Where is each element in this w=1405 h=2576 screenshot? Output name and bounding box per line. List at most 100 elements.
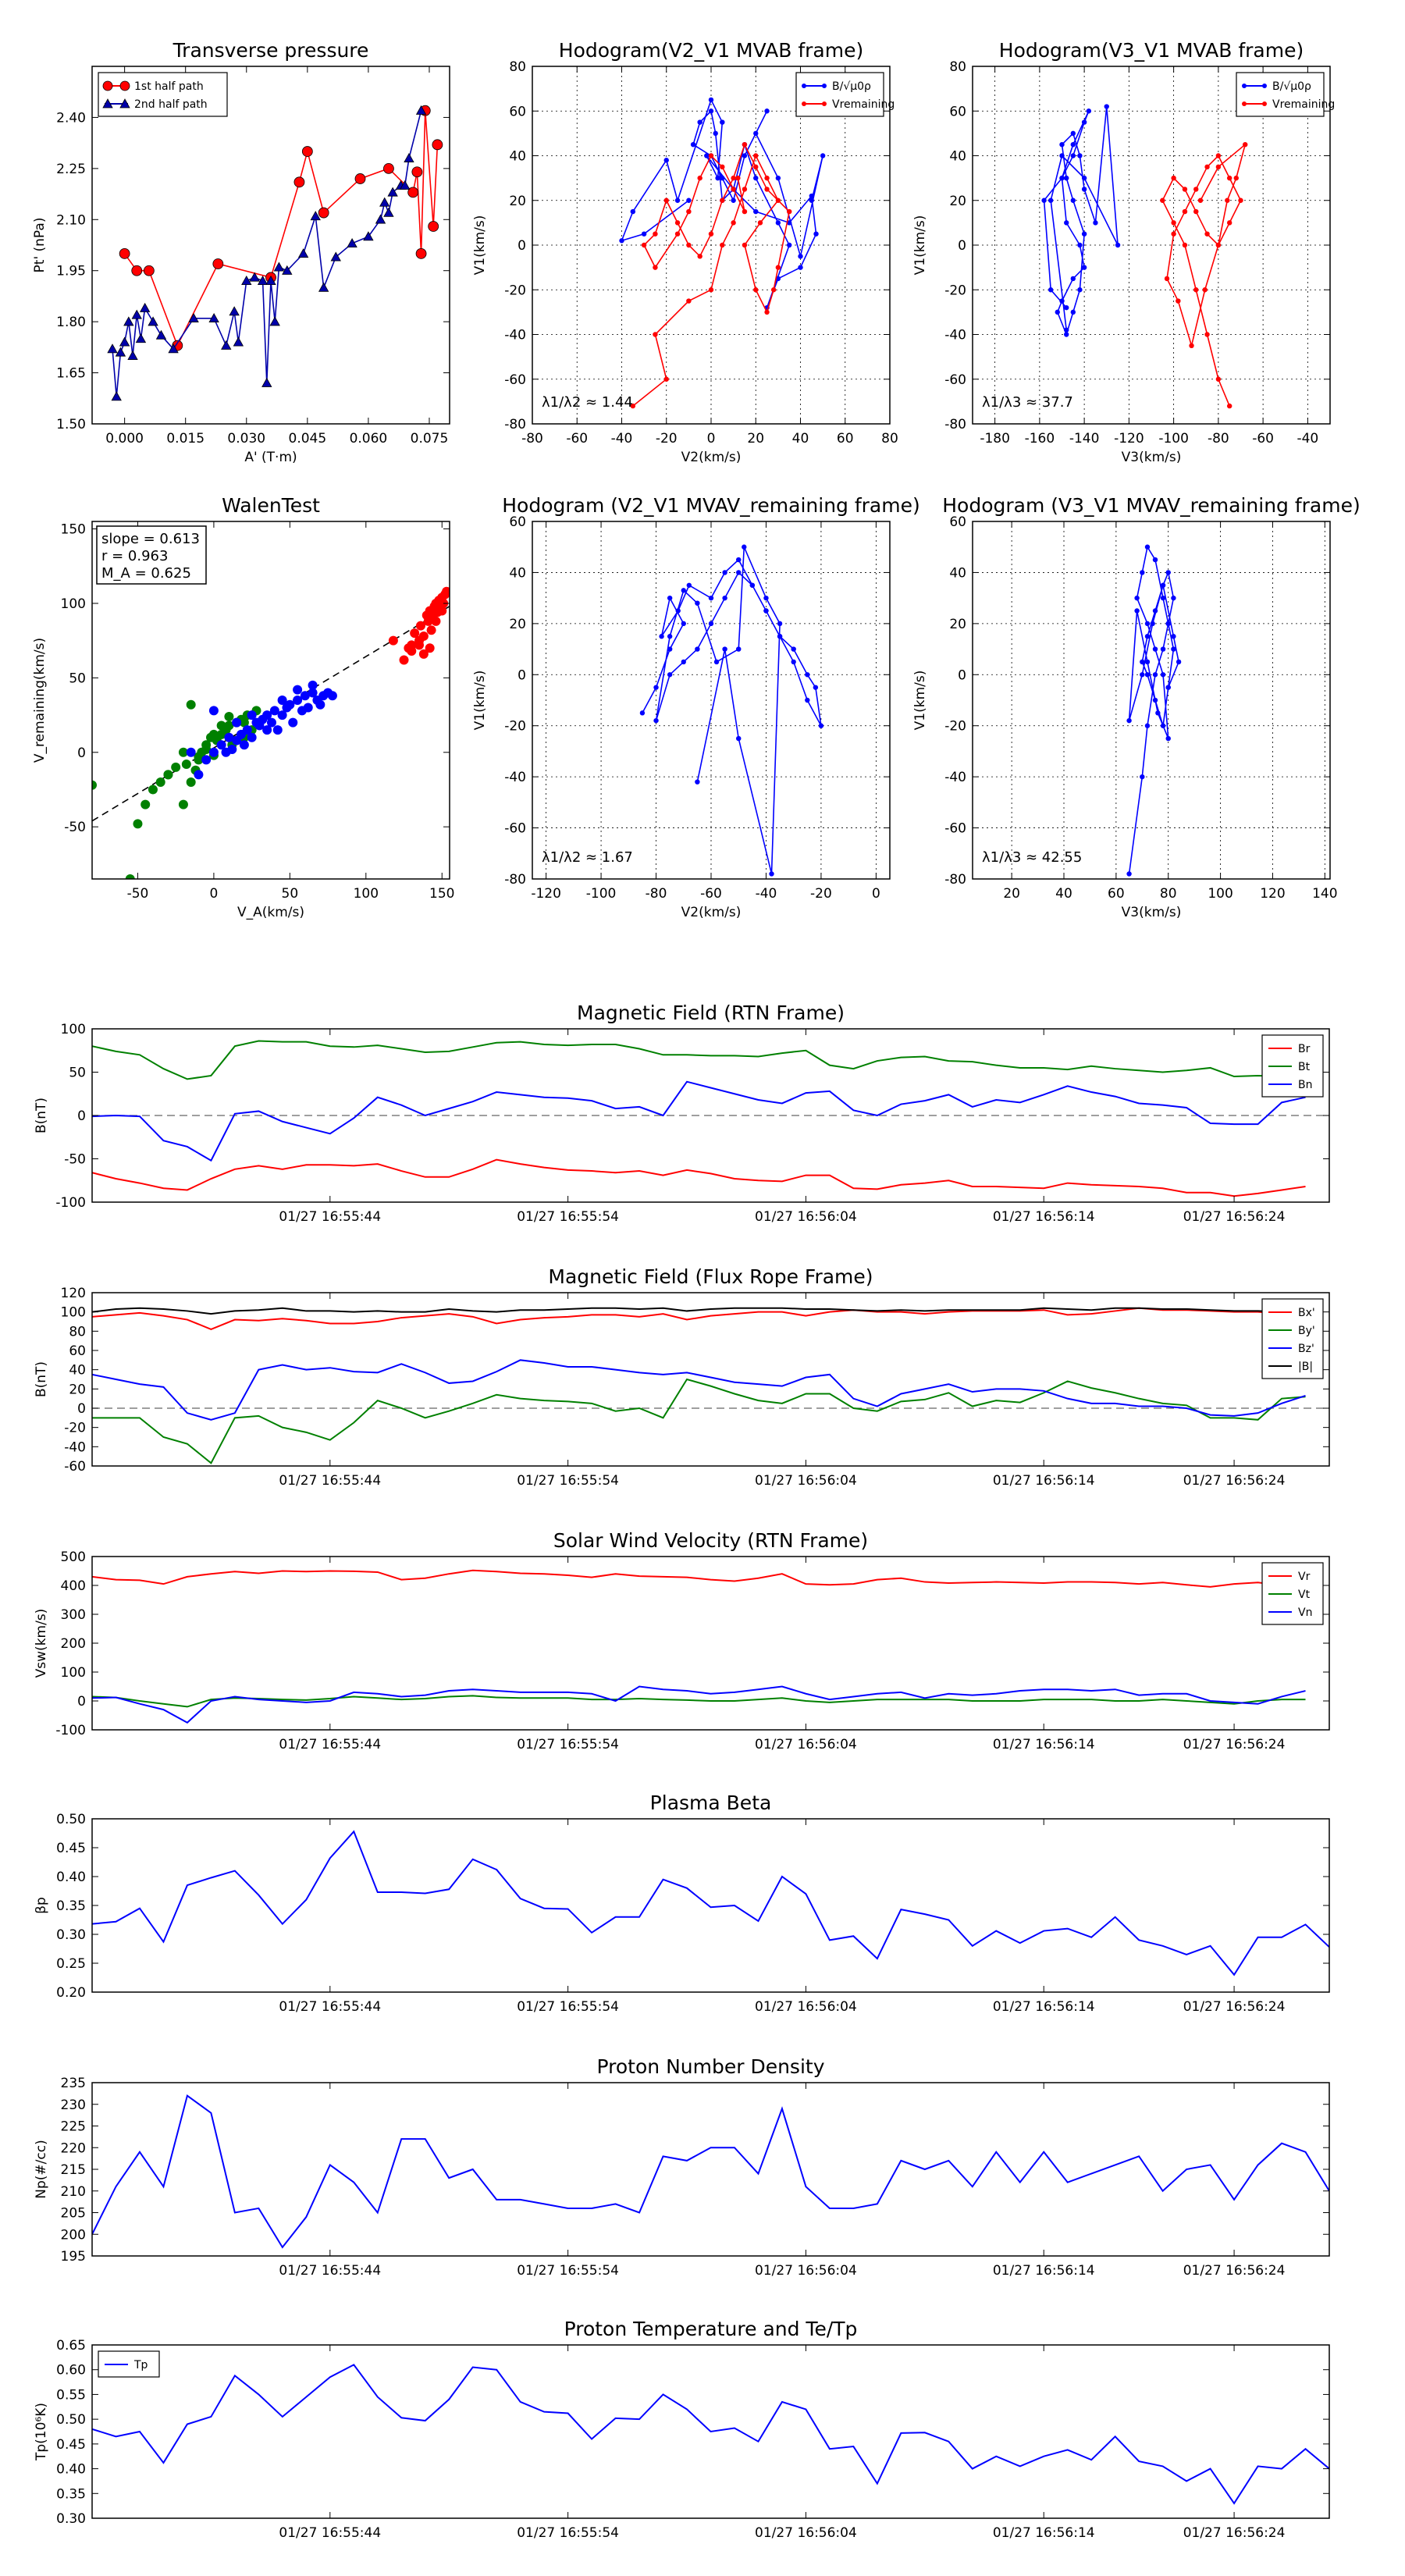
data-point	[1064, 220, 1069, 226]
chart-panel-7: 01/27 16:55:44 01/27 16:55:54 01/27 16:56:…	[34, 1265, 1330, 1489]
y-tick-label: 60	[509, 514, 526, 530]
x-tick-label: 0.060	[350, 431, 388, 447]
data-point	[667, 595, 673, 601]
data-point	[641, 242, 647, 248]
x-tick-label: 0.075	[411, 431, 449, 447]
data-point	[715, 175, 720, 181]
x-tick-label: 80	[881, 431, 898, 447]
x-tick-label: 01/27 16:56:24	[1183, 1473, 1286, 1489]
x-tick-label: 0.030	[227, 431, 265, 447]
data-point	[1182, 187, 1188, 192]
x-tick-label: 80	[1160, 886, 1177, 902]
annotation-text: λ1/λ3 ≈ 42.55	[982, 849, 1082, 866]
x-tick-label: 0	[707, 431, 716, 447]
chart-panel-1: -80 -60 -40 -20 0 20 40 60 80 -80 -60 -40 -20 0 20 40 60…	[472, 39, 898, 465]
series-1	[107, 105, 427, 401]
data-point	[1165, 735, 1171, 742]
x-tick-label: 01/27 16:56:04	[755, 1999, 857, 2015]
data-point	[695, 779, 700, 785]
data-point	[720, 164, 725, 170]
y-tick-label: 20	[69, 1382, 86, 1397]
data-point	[695, 646, 700, 652]
data-point	[194, 770, 204, 780]
y-tick-label: 0.30	[56, 2511, 86, 2527]
legend-marker	[1262, 84, 1267, 88]
data-point	[681, 659, 686, 665]
data-point	[233, 336, 244, 347]
data-point	[1104, 104, 1109, 109]
y-tick-label: 0.35	[56, 2486, 86, 2502]
data-point	[1093, 220, 1098, 226]
data-point	[208, 312, 219, 322]
plot-frame	[91, 1818, 1330, 1993]
data-point	[775, 276, 781, 282]
data-point	[736, 735, 742, 742]
x-tick-label: 0.015	[166, 431, 205, 447]
x-tick-label: 01/27 16:56:24	[1183, 1999, 1286, 2015]
data-point	[318, 282, 329, 292]
x-tick-label: 01/27 16:55:54	[517, 1473, 619, 1489]
x-tick-label: 01/27 16:55:54	[517, 1209, 619, 1225]
x-tick-label: 20	[1003, 886, 1020, 902]
y-tick-label: 0.40	[56, 2462, 86, 2478]
data-point	[674, 197, 681, 203]
series-0	[92, 2094, 1329, 2249]
data-point	[805, 697, 810, 703]
y-tick-label: 40	[509, 565, 526, 581]
data-point	[1226, 220, 1232, 226]
data-point	[742, 153, 748, 158]
series-0	[119, 105, 443, 351]
data-point	[272, 725, 283, 735]
data-point	[186, 777, 196, 787]
y-tick-label: 100	[61, 1665, 86, 1681]
x-tick-label: 40	[1055, 886, 1072, 902]
x-tick-label: -60	[1252, 431, 1274, 447]
series-1	[186, 680, 337, 780]
legend-box	[98, 72, 228, 117]
plot-frame	[972, 521, 1331, 880]
legend-label: Vremaining	[832, 98, 895, 111]
y-tick-label: 0.50	[56, 1812, 86, 1827]
y-tick-label: 60	[949, 514, 966, 530]
legend-label: Bn	[1298, 1079, 1312, 1091]
data-point	[1215, 164, 1222, 170]
series-0	[92, 1830, 1329, 1976]
y-tick-label: 20	[509, 617, 526, 632]
data-point	[764, 187, 770, 192]
data-point	[818, 723, 824, 728]
x-tick-label: -60	[566, 431, 588, 447]
data-point	[809, 193, 815, 199]
y-axis-label: B(nT)	[34, 1098, 49, 1133]
data-point	[1077, 153, 1083, 158]
data-point	[1171, 595, 1176, 601]
y-tick-label: 40	[949, 149, 966, 165]
data-point	[107, 343, 118, 354]
data-point	[753, 175, 759, 181]
data-point	[653, 265, 658, 270]
data-point	[194, 752, 204, 762]
data-point	[753, 287, 759, 293]
series-line	[1043, 106, 1119, 336]
series-line	[92, 1569, 1306, 1588]
y-tick-label: 60	[69, 1343, 86, 1359]
series-line	[1161, 142, 1247, 407]
series-1	[92, 1040, 1306, 1080]
y-tick-label: 1.65	[56, 366, 86, 382]
data-point	[1238, 197, 1243, 203]
y-tick-label: 20	[509, 194, 526, 209]
data-point	[1226, 403, 1232, 409]
x-axis-label: V_A(km/s)	[237, 905, 304, 920]
data-point	[415, 105, 427, 115]
data-point	[742, 187, 748, 192]
data-point	[736, 557, 742, 563]
data-point	[1140, 774, 1145, 780]
data-point	[1165, 621, 1171, 627]
x-tick-label: 01/27 16:56:14	[993, 2263, 1095, 2279]
chart-panel-6: 01/27 16:55:44 01/27 16:55:54 01/27 16:56:…	[34, 1002, 1330, 1225]
y-tick-label: -60	[504, 821, 526, 837]
data-point	[297, 248, 309, 258]
data-point	[1160, 595, 1166, 601]
data-point	[1197, 197, 1204, 203]
data-point	[1165, 570, 1171, 575]
data-point	[675, 608, 681, 614]
